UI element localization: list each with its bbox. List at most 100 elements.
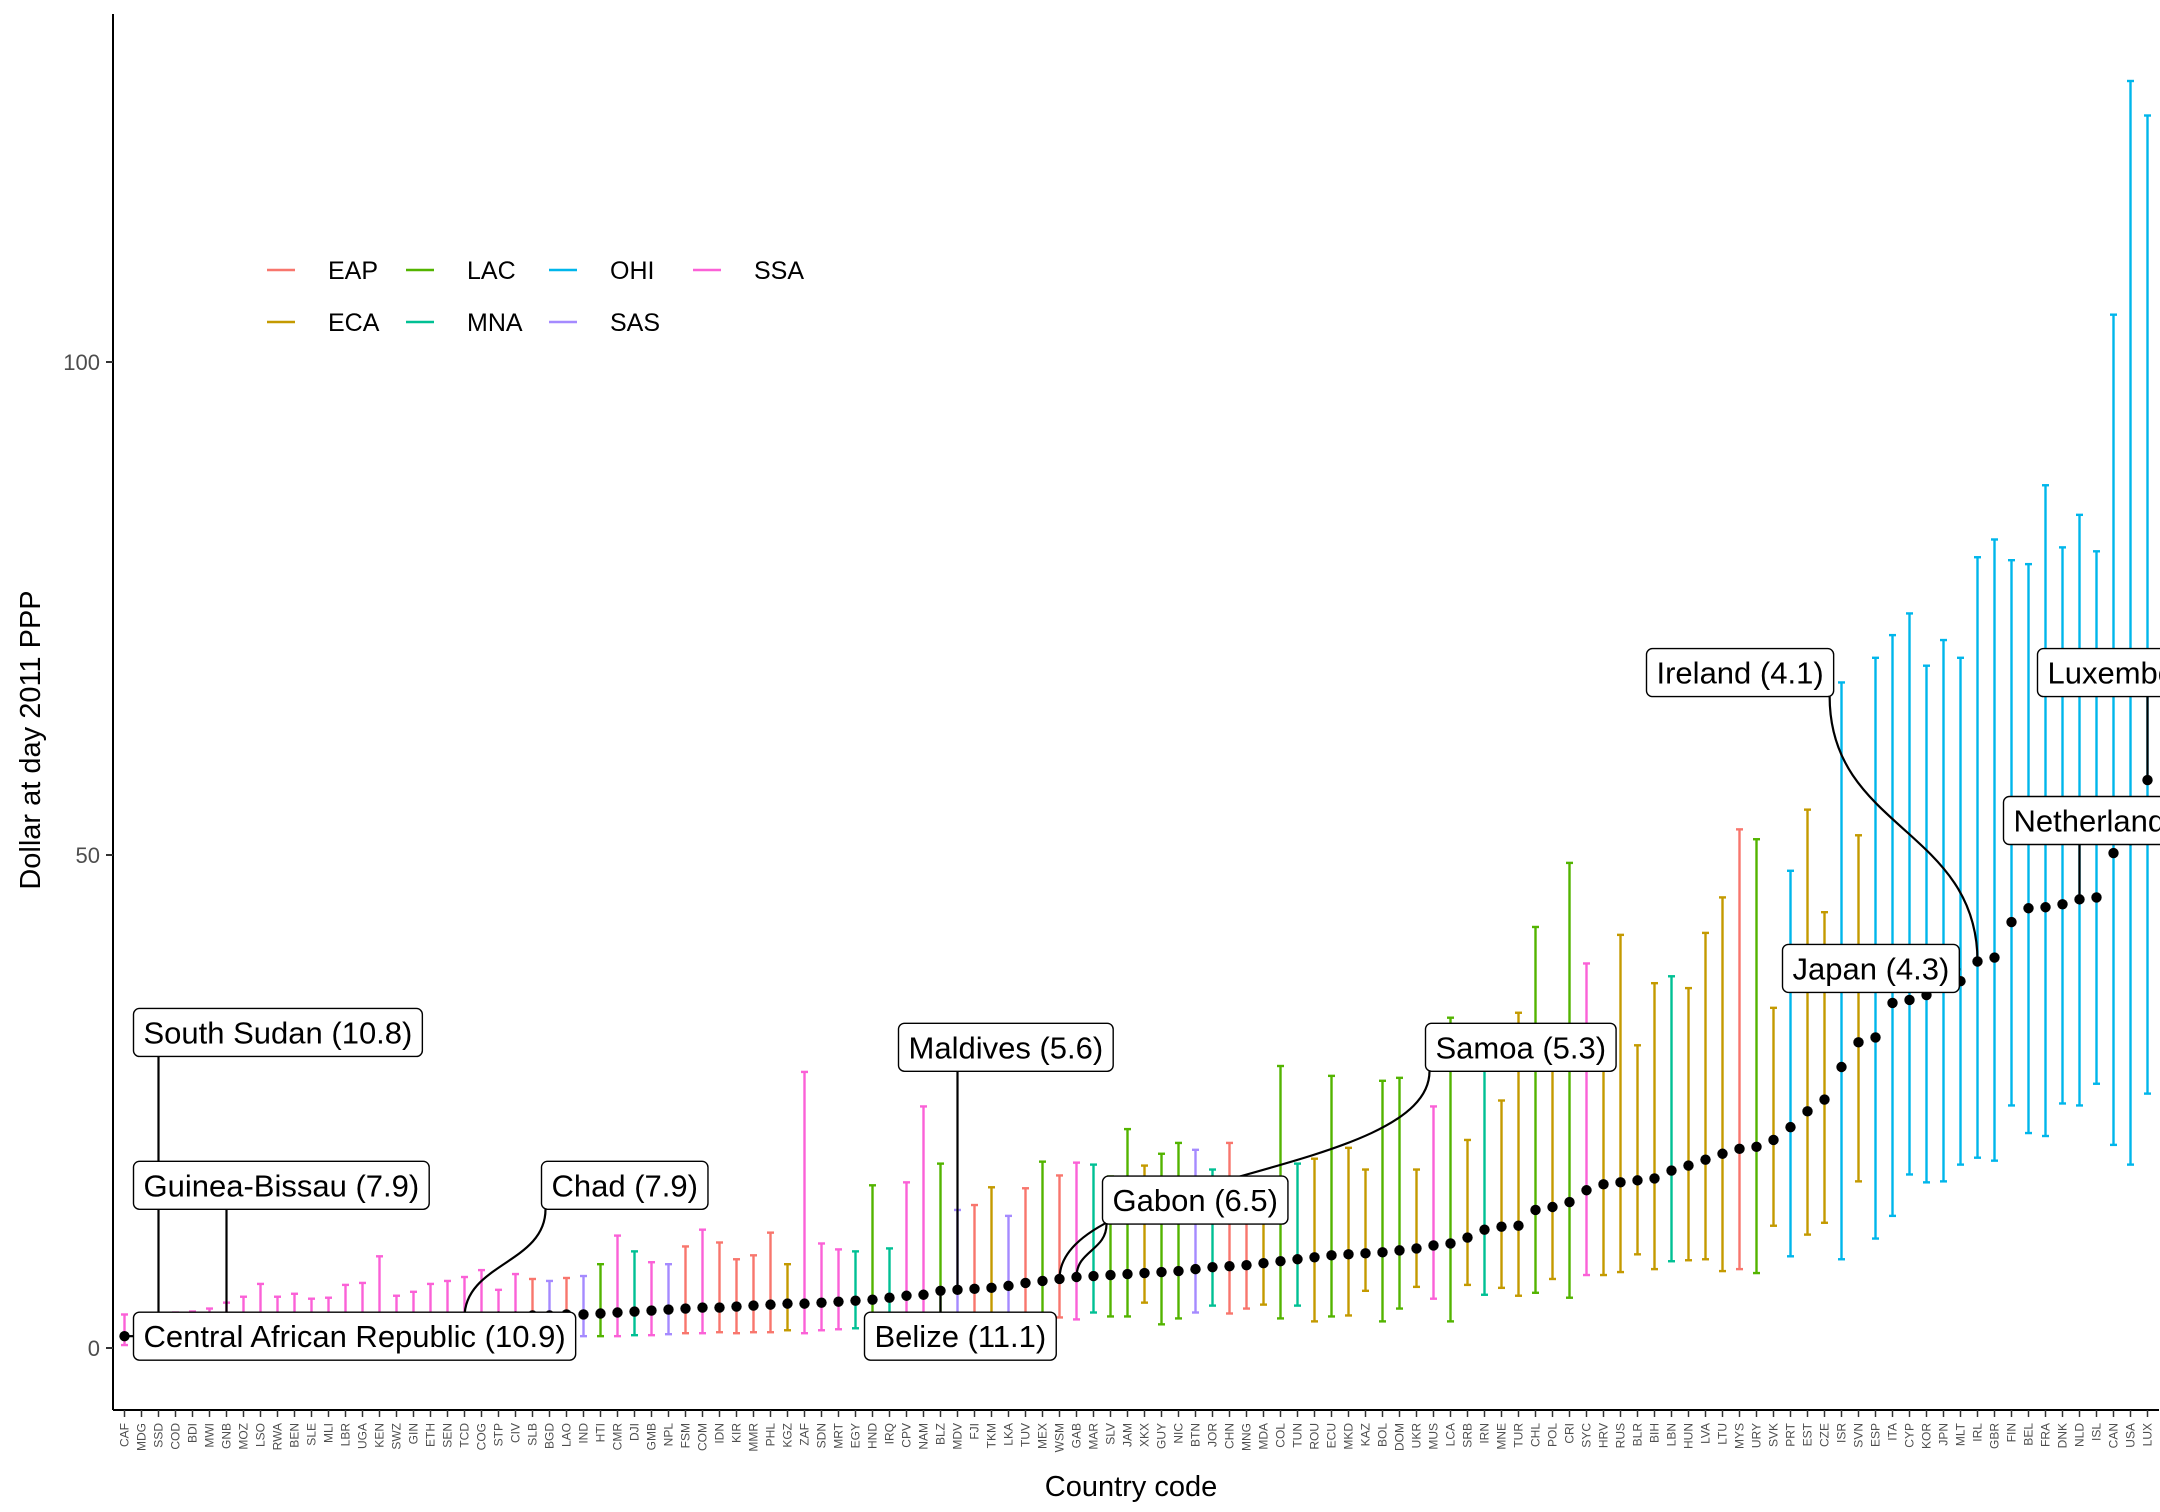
x-tick-label: JOR [1206,1423,1220,1447]
point [867,1294,878,1305]
x-tick-label: CPV [900,1423,914,1448]
x-tick-label: BEN [288,1423,302,1448]
x-tick-label: IRN [1478,1423,1492,1444]
annotation-box [1781,943,1961,994]
point [1632,1175,1643,1186]
x-tick-label: GNB [220,1423,234,1449]
x-tick-label: CRI [1563,1423,1577,1444]
x-tick-label: LKA [1002,1423,1016,1446]
x-tick-label: HUN [1682,1423,1696,1449]
x-tick-label: SSD [152,1423,166,1448]
axes [112,14,2159,1411]
annotation-box [1424,1022,1617,1072]
point [1819,1094,1830,1105]
point [1564,1196,1575,1208]
x-tick-label: DNK [2056,1423,2070,1448]
annotation-text: Samoa (5.3) [1436,1030,1607,1065]
point [1479,1224,1490,1235]
point [2142,774,2153,786]
annotation-label: Chad (7.9) [540,1160,709,1211]
point [1700,1154,1711,1165]
x-tick-label: NPL [662,1423,676,1447]
point [833,1296,844,1307]
annotation-box [540,1160,709,1211]
x-tick-label: ECU [1325,1423,1339,1448]
point [1139,1267,1150,1279]
x-tick-label: MLI [322,1423,336,1443]
x-tick-label: COM [696,1423,710,1451]
point [1122,1268,1133,1280]
point [1683,1160,1694,1171]
point [748,1300,759,1311]
x-tick-label: SLB [526,1423,540,1446]
point [1751,1141,1762,1153]
x-tick-label: FRA [2039,1423,2053,1447]
point [1734,1143,1745,1155]
x-tick-label: SWZ [390,1423,404,1450]
point [1836,1061,1847,1073]
annotation-connector [463,1209,547,1318]
x-tick-label: BOL [1376,1423,1390,1447]
x-tick-label: MAR [1087,1423,1101,1450]
point [629,1306,640,1317]
x-tick-label: MRT [832,1422,846,1448]
x-tick-label: LCA [1444,1423,1458,1446]
x-tick-label: USA [2124,1423,2138,1448]
x-tick-label: LVA [1699,1423,1713,1444]
x-tick-label: BLZ [934,1423,948,1445]
x-tick-label: MDG [135,1423,149,1451]
legend: EAP ECA LAC MNA OHI SAS SSA [267,257,804,337]
x-tick-label: GUY [1155,1423,1169,1449]
x-tick-label: TUN [1291,1423,1305,1448]
point [1887,997,1898,1009]
point [1513,1220,1524,1231]
x-tick-label: MNG [1240,1423,1254,1451]
x-tick-label: SLV [1104,1423,1118,1445]
x-tick-label: HND [866,1423,880,1449]
legend-label: EAP [328,257,378,285]
point [663,1304,674,1315]
x-tick-label: MWI [203,1423,217,1448]
x-tick-label: FSM [679,1423,693,1448]
x-tick-label: PRT [1784,1422,1798,1446]
x-tick-label: IRL [1971,1423,1985,1442]
annotation-text: Central African Republic (10.9) [144,1319,566,1354]
point [1768,1134,1779,1146]
point [714,1302,725,1313]
x-tick-label: GMB [645,1423,659,1450]
x-tick-label: KGZ [781,1423,795,1448]
x-tick-label: JPN [1937,1423,1951,1446]
x-tick-label: KOR [1920,1423,1934,1449]
x-tick-label: EST [1801,1422,1815,1446]
point [1496,1221,1507,1232]
point [1088,1270,1099,1282]
y-ticks: 0 50 100 [63,350,113,1361]
point [2057,899,2068,910]
annotation-label: Ireland (4.1) [1645,647,1835,698]
x-tick-label: ZAF [798,1423,812,1446]
annotation-box [1101,1175,1289,1225]
point [578,1309,589,1320]
annotation-connector [1058,1071,1431,1279]
point [1241,1259,1252,1271]
point [1292,1254,1303,1265]
annotation-label: Gabon (6.5) [1101,1175,1289,1225]
x-tick-label: CYP [1903,1423,1917,1448]
x-tick-label: PHL [764,1423,778,1447]
x-tick-label: STP [492,1423,506,1446]
annotation-text: Chad (7.9) [552,1168,698,1203]
x-tick-label: LBR [339,1423,353,1447]
point [901,1290,912,1301]
point [1037,1275,1048,1287]
x-tick-label: SDN [815,1423,829,1448]
annotation-label: Luxembourg (4.8) [2036,647,2160,698]
legend-item: MNA [406,309,523,337]
annotation-text: Japan (4.3) [1793,951,1950,986]
x-tick-label: KEN [373,1423,387,1448]
x-axis-title: Country code [1045,1471,1218,1503]
point [1071,1271,1082,1283]
point [2040,902,2051,913]
point [782,1298,793,1309]
point [952,1284,963,1296]
